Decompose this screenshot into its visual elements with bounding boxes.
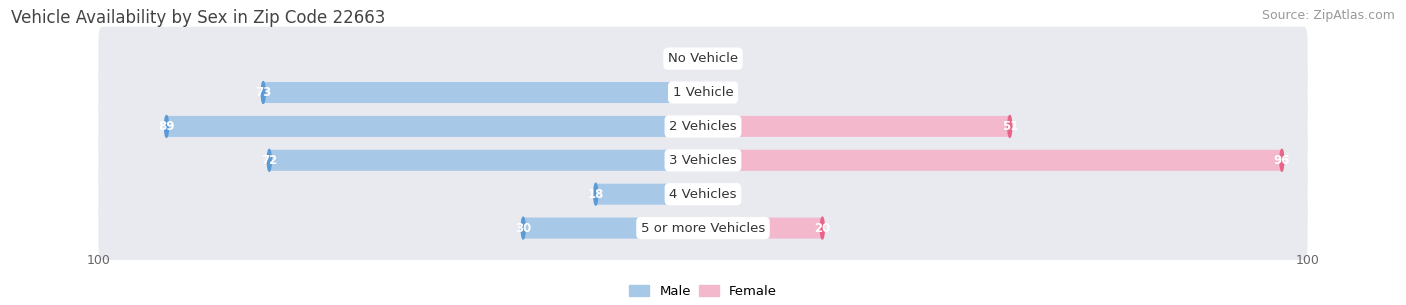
- FancyBboxPatch shape: [98, 27, 1308, 91]
- Text: Vehicle Availability by Sex in Zip Code 22663: Vehicle Availability by Sex in Zip Code …: [11, 9, 385, 27]
- Text: 4 Vehicles: 4 Vehicles: [669, 188, 737, 201]
- Text: 72: 72: [262, 154, 277, 167]
- Text: 89: 89: [159, 120, 174, 133]
- Text: 51: 51: [1001, 120, 1018, 133]
- Circle shape: [262, 82, 266, 103]
- FancyBboxPatch shape: [98, 128, 1308, 192]
- Circle shape: [821, 217, 824, 239]
- Text: 30: 30: [515, 221, 531, 235]
- Text: 2 Vehicles: 2 Vehicles: [669, 120, 737, 133]
- FancyBboxPatch shape: [98, 196, 1308, 260]
- FancyBboxPatch shape: [703, 116, 1011, 137]
- Text: 0: 0: [718, 52, 725, 65]
- Text: 20: 20: [814, 221, 831, 235]
- Text: 0: 0: [718, 188, 725, 201]
- FancyBboxPatch shape: [165, 116, 703, 137]
- FancyBboxPatch shape: [98, 61, 1308, 124]
- Circle shape: [522, 217, 524, 239]
- Text: 5 or more Vehicles: 5 or more Vehicles: [641, 221, 765, 235]
- Text: 0: 0: [718, 86, 725, 99]
- Circle shape: [593, 183, 598, 205]
- FancyBboxPatch shape: [267, 150, 703, 171]
- Text: 1 Vehicle: 1 Vehicle: [672, 86, 734, 99]
- Text: No Vehicle: No Vehicle: [668, 52, 738, 65]
- Text: 3 Vehicles: 3 Vehicles: [669, 154, 737, 167]
- Text: 0: 0: [681, 52, 688, 65]
- FancyBboxPatch shape: [703, 217, 824, 239]
- Text: 73: 73: [254, 86, 271, 99]
- FancyBboxPatch shape: [595, 184, 703, 205]
- Text: Source: ZipAtlas.com: Source: ZipAtlas.com: [1261, 9, 1395, 22]
- FancyBboxPatch shape: [703, 150, 1284, 171]
- Text: 18: 18: [588, 188, 605, 201]
- Circle shape: [1008, 116, 1012, 137]
- FancyBboxPatch shape: [98, 95, 1308, 158]
- FancyBboxPatch shape: [522, 217, 703, 239]
- Legend: Male, Female: Male, Female: [624, 279, 782, 303]
- Text: 96: 96: [1274, 154, 1291, 167]
- Circle shape: [165, 116, 169, 137]
- FancyBboxPatch shape: [98, 162, 1308, 226]
- Circle shape: [1279, 149, 1284, 171]
- FancyBboxPatch shape: [262, 82, 703, 103]
- Circle shape: [267, 149, 271, 171]
